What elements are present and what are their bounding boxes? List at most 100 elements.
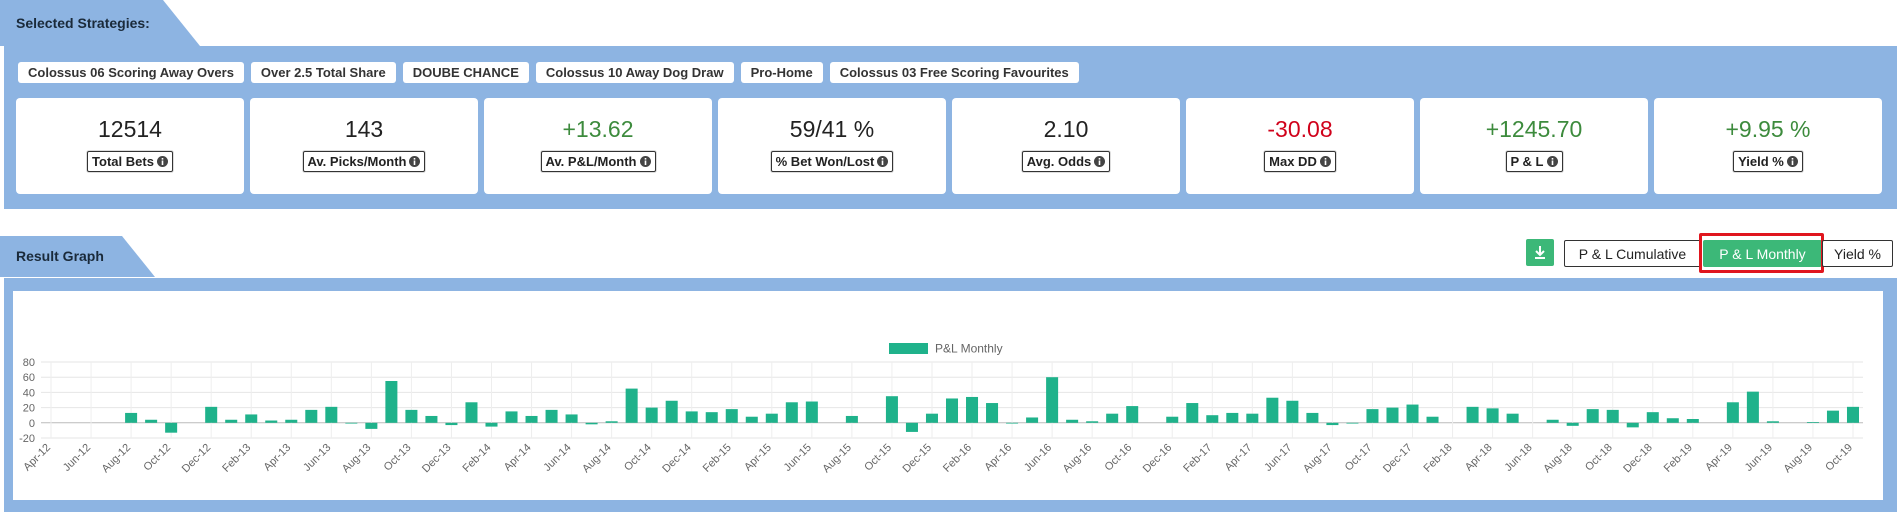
- strategy-tag[interactable]: DOUBE CHANCE: [402, 62, 529, 83]
- bar: [845, 415, 858, 423]
- x-tick-label: Apr-18: [1463, 442, 1495, 474]
- stat-label: % Bet Won/Lost: [770, 151, 894, 172]
- bar: [1466, 406, 1479, 423]
- info-icon[interactable]: [1094, 156, 1106, 167]
- bar: [605, 421, 618, 423]
- bar: [1266, 397, 1279, 423]
- x-tick-label: Apr-15: [742, 442, 774, 474]
- bar: [445, 422, 458, 426]
- bar: [1506, 413, 1519, 423]
- bar: [1066, 419, 1079, 423]
- strategy-tag[interactable]: Pro-Home: [740, 62, 823, 83]
- bar: [885, 396, 898, 423]
- bar: [1746, 391, 1759, 423]
- stat-label-text: Max DD: [1269, 154, 1317, 169]
- x-tick-label: Oct-18: [1583, 442, 1615, 474]
- x-tick-label: Jun-17: [1262, 442, 1294, 474]
- bar: [145, 419, 158, 423]
- y-tick-label: -20: [19, 433, 35, 445]
- bar: [1386, 407, 1399, 423]
- x-tick-label: Feb-14: [460, 442, 493, 475]
- graph-button[interactable]: Yield %: [1822, 240, 1893, 267]
- x-tick-label: Jun-14: [541, 442, 573, 474]
- bar: [1306, 412, 1319, 423]
- x-tick-label: Aug-19: [1781, 442, 1815, 476]
- bar: [365, 422, 378, 429]
- bar: [1626, 422, 1639, 428]
- stat-card: +13.62 Av. P&L/Month: [484, 98, 712, 194]
- x-tick-label: Dec-12: [180, 442, 214, 476]
- bar: [1606, 409, 1619, 423]
- info-icon[interactable]: [639, 156, 651, 167]
- bar: [685, 411, 698, 423]
- strategy-tag[interactable]: Over 2.5 Total Share: [250, 62, 396, 83]
- bar: [745, 416, 758, 423]
- stat-label-text: Av. P&L/Month: [545, 154, 637, 169]
- strategy-tag[interactable]: Colossus 10 Away Dog Draw: [535, 62, 734, 83]
- info-icon[interactable]: [156, 156, 168, 167]
- graph-button[interactable]: P & L Cumulative: [1564, 240, 1701, 267]
- stat-value: -30.08: [1267, 116, 1333, 142]
- bar: [1106, 413, 1119, 423]
- x-tick-label: Jun-12: [61, 442, 93, 474]
- bar: [625, 388, 638, 423]
- bar: [1846, 406, 1859, 423]
- bar: [1686, 419, 1699, 423]
- info-icon[interactable]: [1786, 156, 1798, 167]
- info-icon[interactable]: [877, 156, 889, 167]
- strategy-tags: Colossus 06 Scoring Away Overs Over 2.5 T…: [18, 62, 1079, 83]
- stat-card: 2.10 Avg. Odds: [952, 98, 1180, 194]
- x-tick-label: Jun-16: [1022, 442, 1054, 474]
- x-tick-label: Apr-16: [982, 442, 1014, 474]
- x-tick-label: Aug-17: [1301, 442, 1335, 476]
- bar: [1026, 417, 1039, 423]
- x-tick-label: Aug-12: [100, 442, 134, 476]
- stat-value: +1245.70: [1485, 116, 1583, 142]
- stat-label: Yield %: [1733, 151, 1803, 172]
- bar: [645, 407, 658, 423]
- bar: [1326, 422, 1339, 426]
- bar: [1426, 416, 1439, 423]
- bar: [505, 411, 518, 423]
- y-tick-label: 0: [29, 418, 35, 430]
- stat-card: +1245.70 P & L: [1420, 98, 1648, 194]
- x-tick-label: Jun-18: [1502, 442, 1534, 474]
- x-tick-label: Aug-16: [1061, 442, 1095, 476]
- stat-value: 143: [344, 116, 384, 142]
- strategy-tag[interactable]: Colossus 06 Scoring Away Overs: [18, 62, 244, 83]
- x-tick-label: Oct-16: [1102, 442, 1134, 474]
- info-icon[interactable]: [1546, 156, 1558, 167]
- stat-label-text: P & L: [1510, 154, 1544, 169]
- stat-label: Av. P&L/Month: [540, 151, 656, 172]
- stat-value: 2.10: [1043, 116, 1089, 142]
- stat-value: 12514: [98, 116, 162, 142]
- bar: [1546, 419, 1559, 423]
- bar: [585, 422, 598, 425]
- bar: [1186, 403, 1199, 423]
- download-icon: [1535, 246, 1545, 259]
- graph-button[interactable]: P & L Monthly: [1703, 240, 1822, 267]
- stat-label-text: Yield %: [1738, 154, 1784, 169]
- download-button[interactable]: [1526, 239, 1554, 266]
- bar: [925, 413, 938, 423]
- stat-label-text: Avg. Odds: [1026, 154, 1092, 169]
- info-icon[interactable]: [1319, 156, 1331, 167]
- info-icon[interactable]: [409, 156, 421, 167]
- x-tick-label: Apr-12: [21, 442, 53, 474]
- bar: [1806, 422, 1819, 423]
- bar: [1566, 422, 1579, 426]
- bar: [525, 415, 538, 423]
- bar: [905, 422, 918, 432]
- y-tick-label: 20: [23, 403, 35, 415]
- bar: [986, 403, 999, 423]
- strategy-tag[interactable]: Colossus 03 Free Scoring Favourites: [829, 62, 1079, 83]
- bar: [1046, 377, 1059, 423]
- stat-card: +9.95 % Yield %: [1654, 98, 1882, 194]
- highlight-box: [1699, 233, 1824, 273]
- stat-label-text: Av. Picks/Month: [307, 154, 407, 169]
- x-tick-label: Apr-14: [502, 442, 534, 474]
- x-tick-label: Oct-14: [622, 442, 654, 474]
- bar: [1006, 422, 1019, 424]
